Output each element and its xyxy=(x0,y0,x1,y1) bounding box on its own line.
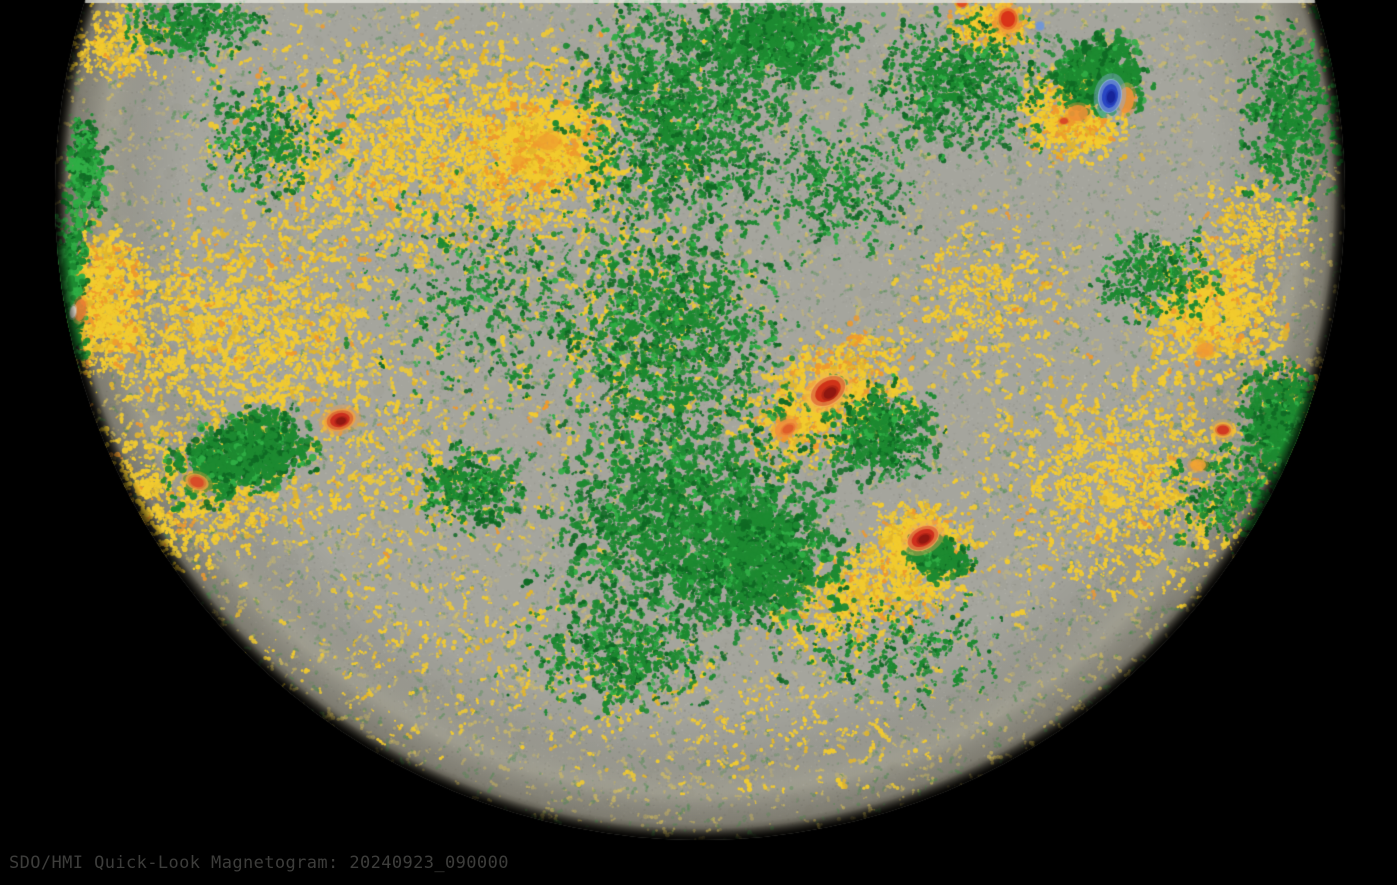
image-caption: SDO/HMI Quick-Look Magnetogram: 20240923… xyxy=(9,853,509,873)
